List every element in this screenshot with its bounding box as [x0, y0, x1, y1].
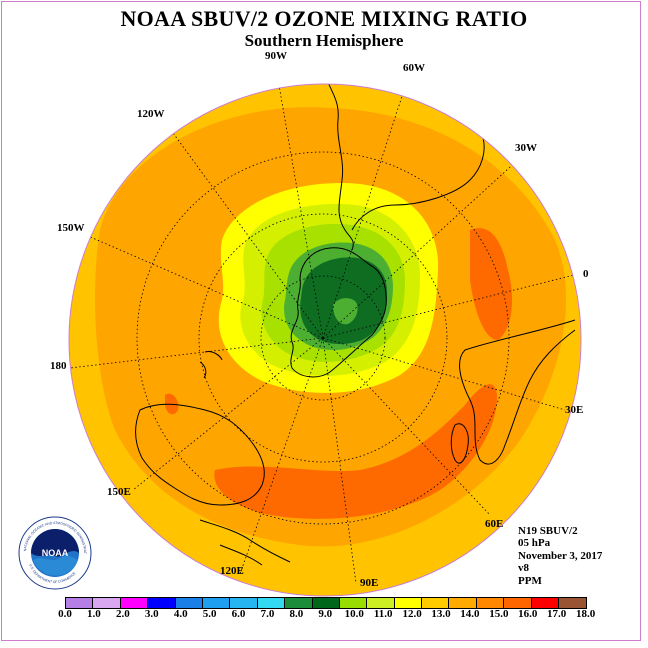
- lon-label-30e: 30E: [565, 404, 584, 416]
- pressure-level-label: 05 hPa: [518, 537, 551, 550]
- color-swatch: [394, 598, 423, 608]
- map-disk-outline: [68, 83, 582, 597]
- date-label: November 3, 2017: [518, 549, 603, 562]
- antarctica-coast: [290, 247, 387, 378]
- dark-orange-patch-east: [470, 228, 513, 340]
- color-scale-tick: 0.0: [58, 608, 72, 620]
- color-swatch: [230, 598, 258, 608]
- color-swatch: [120, 598, 149, 608]
- lon-label-0: 0: [583, 268, 589, 280]
- info-block: N19 SBUV/2 05 hPa November 3, 2017 v8 PP…: [518, 525, 602, 587]
- color-scale-tick: 13.0: [431, 608, 451, 620]
- color-swatch: [422, 598, 450, 608]
- madagascar-coast: [450, 423, 469, 464]
- lon-label-120e: 120E: [220, 565, 244, 577]
- color-swatch: [339, 598, 368, 608]
- color-scale-tick: 8.0: [289, 608, 304, 620]
- color-swatch: [367, 598, 395, 608]
- color-scale-tick: 10.0: [344, 608, 364, 620]
- lon-label-180: 180: [50, 360, 67, 372]
- color-swatch: [559, 598, 587, 608]
- color-scale-tick: 14.0: [460, 608, 480, 620]
- color-scale-tick: 4.0: [173, 608, 188, 620]
- color-swatch: [449, 598, 477, 608]
- units-label: PPM: [518, 574, 542, 587]
- new-zealand-coast: [199, 351, 223, 379]
- color-scale-tick: 1.0: [87, 608, 101, 620]
- color-scale-tick: 15.0: [489, 608, 509, 620]
- logo-text: NOAA: [42, 548, 69, 558]
- color-scale-tick: 6.0: [231, 608, 246, 620]
- color-scale-tick: 9.0: [318, 608, 333, 620]
- color-swatch: [66, 598, 94, 608]
- color-scale-tick: 16.0: [518, 608, 538, 620]
- color-scale-tick: 11.0: [373, 608, 393, 620]
- lon-label-60e: 60E: [485, 518, 504, 530]
- map-subtitle: Southern Hemisphere: [244, 31, 404, 50]
- color-scale-ticks: 0.0 1.0 2.0 3.0 4.0 5.0 6.0 7.0 8.0 9.0 10.0 11.0 12…: [0, 608, 648, 622]
- color-swatch: [312, 598, 340, 608]
- color-scale-tick: 2.0: [115, 608, 130, 620]
- lon-label-90w: 90W: [265, 50, 287, 62]
- color-scale-tick: 3.0: [144, 608, 159, 620]
- instrument-label: N19 SBUV/2: [518, 525, 578, 537]
- color-scale-bar: [65, 597, 588, 609]
- color-swatch: [175, 598, 203, 608]
- africa-coast: [459, 319, 576, 465]
- color-scale-tick: 5.0: [202, 608, 217, 620]
- lon-label-90e: 90E: [360, 577, 379, 589]
- color-swatch: [531, 598, 560, 608]
- australia-coast: [135, 403, 265, 506]
- color-swatch: [504, 598, 532, 608]
- dark-orange-band-south: [214, 384, 498, 519]
- inner-green-patch: [333, 298, 358, 325]
- color-swatch: [148, 598, 176, 608]
- lon-label-150e: 150E: [107, 486, 131, 498]
- color-swatch: [93, 598, 121, 608]
- color-swatch: [476, 598, 505, 608]
- version-label: v8: [518, 562, 529, 575]
- lon-label-120w: 120W: [137, 108, 165, 120]
- noaa-logo: NOAA NATIONAL OCEANIC AND ATMOSPHERIC AD…: [18, 516, 92, 590]
- color-scale-tick: 12.0: [402, 608, 422, 620]
- color-scale-tick: 18.0: [575, 608, 596, 620]
- page-frame: [1, 1, 641, 641]
- color-swatch: [202, 598, 231, 608]
- color-scale-tick: 7.0: [260, 608, 275, 620]
- lon-label-150w: 150W: [57, 222, 85, 234]
- indonesia-coast: [199, 519, 291, 566]
- lon-label-60w: 60W: [403, 62, 425, 74]
- lon-label-30w: 30W: [515, 142, 537, 154]
- color-swatch: [257, 598, 286, 608]
- color-swatch: [285, 598, 313, 608]
- color-scale-tick: 17.0: [547, 608, 567, 620]
- map-title: NOAA SBUV/2 OZONE MIXING RATIO: [120, 6, 528, 31]
